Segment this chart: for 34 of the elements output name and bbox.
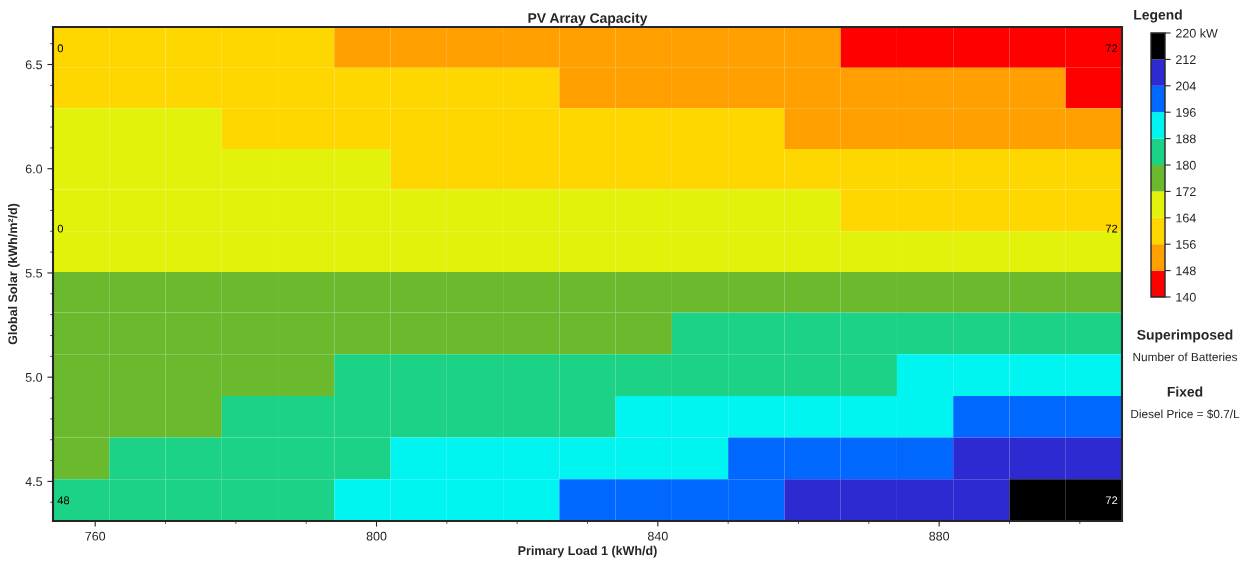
y-tick-label: 6.5 bbox=[25, 60, 43, 70]
color-bar-label: 204 bbox=[1176, 81, 1196, 91]
color-bar-label: 156 bbox=[1176, 240, 1196, 249]
annotation: 72 bbox=[1105, 224, 1118, 233]
annotation: 0 bbox=[57, 224, 64, 233]
color-bar-label: 140 bbox=[1176, 292, 1196, 302]
y-tick-label: 4.5 bbox=[25, 477, 43, 487]
legend-title: Legend bbox=[1134, 9, 1182, 23]
color-bar-label: 212 bbox=[1176, 55, 1196, 64]
color-bar-label: 180 bbox=[1176, 160, 1196, 170]
color-bar-label: 196 bbox=[1176, 108, 1196, 117]
chart-title: PV Array Capacity bbox=[528, 12, 648, 26]
annotation: 48 bbox=[57, 496, 70, 505]
y-tick-label: 5.0 bbox=[25, 372, 43, 382]
x-tick-label: 800 bbox=[366, 531, 387, 541]
y-tick-label: 5.5 bbox=[25, 268, 43, 278]
color-bar-label: 172 bbox=[1176, 187, 1196, 196]
text: Diesel Price = $0.7/L bbox=[1131, 409, 1240, 419]
color-bar-label: 188 bbox=[1176, 134, 1196, 144]
annotation: 72 bbox=[1105, 44, 1118, 53]
annotation: 72 bbox=[1105, 496, 1118, 505]
color-bar-label: 220 kW bbox=[1176, 28, 1218, 38]
x-tick-label: 880 bbox=[929, 531, 950, 541]
x-tick-label: 840 bbox=[647, 531, 668, 541]
color-bar-label: 164 bbox=[1176, 213, 1196, 223]
y-tick-label: 6.0 bbox=[25, 164, 43, 174]
text: Superimposed bbox=[1137, 329, 1233, 343]
annotation: 0 bbox=[57, 44, 64, 53]
x-tick-label: 760 bbox=[85, 531, 106, 541]
text: Fixed bbox=[1167, 386, 1203, 397]
y-axis-title: Global Solar (kWh/m²/d) bbox=[8, 203, 20, 345]
color-bar-label: 148 bbox=[1176, 266, 1196, 276]
x-axis-title: Primary Load 1 (kWh/d) bbox=[518, 545, 657, 558]
text: Number of Batteries bbox=[1133, 352, 1238, 362]
